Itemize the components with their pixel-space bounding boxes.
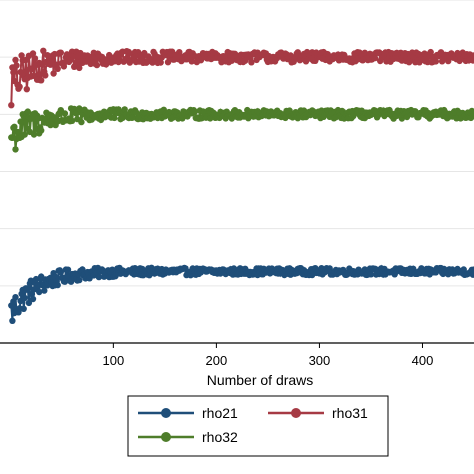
- series-layer: [8, 47, 474, 324]
- data-point-rho31: [242, 57, 249, 64]
- data-point-rho21: [470, 266, 474, 273]
- data-point-rho31: [432, 58, 440, 65]
- data-point-rho32: [17, 118, 24, 125]
- data-point-rho21: [41, 287, 48, 294]
- series-rho21: [8, 264, 474, 324]
- data-point-rho32: [403, 113, 411, 121]
- legend-item-rho32: rho32: [138, 429, 238, 445]
- data-point-rho31: [38, 77, 45, 84]
- legend-box: [127, 395, 389, 457]
- data-point-rho21: [12, 294, 19, 301]
- data-point-rho32: [282, 114, 289, 122]
- data-point-rho31: [470, 52, 474, 59]
- data-point-rho31: [50, 70, 57, 77]
- data-point-rho32: [30, 131, 38, 138]
- data-point-rho31: [57, 49, 64, 56]
- data-point-rho31: [8, 102, 15, 109]
- data-point-rho21: [95, 273, 103, 281]
- legend-label: rho21: [202, 405, 238, 421]
- data-point-rho31: [76, 64, 83, 72]
- legend-label: rho31: [332, 405, 368, 421]
- data-point-rho21: [25, 299, 33, 307]
- data-point-rho21: [36, 288, 43, 296]
- data-point-rho31: [13, 62, 20, 69]
- legend-swatch-marker: [161, 408, 171, 418]
- data-point-rho21: [76, 276, 83, 284]
- legend-swatch-marker: [161, 432, 171, 442]
- data-point-rho21: [367, 271, 375, 278]
- data-point-rho31: [29, 50, 37, 57]
- data-point-rho21: [64, 266, 72, 273]
- data-point-rho31: [188, 58, 195, 65]
- data-point-rho32: [14, 128, 21, 136]
- data-point-rho21: [469, 271, 474, 278]
- data-point-rho32: [61, 110, 69, 117]
- data-point-rho31: [371, 54, 379, 62]
- data-point-rho21: [54, 281, 61, 289]
- data-point-rho32: [38, 127, 45, 134]
- data-point-rho31: [469, 57, 474, 64]
- data-point-rho32: [24, 108, 31, 115]
- data-point-rho31: [157, 59, 164, 66]
- data-point-rho31: [16, 83, 23, 90]
- data-point-rho31: [12, 56, 19, 64]
- data-point-rho31: [70, 53, 77, 60]
- data-point-rho21: [57, 269, 64, 276]
- data-point-rho21: [29, 295, 37, 303]
- data-point-rho31: [54, 65, 61, 73]
- legend-swatch-marker: [291, 408, 301, 418]
- data-point-rho32: [111, 114, 118, 122]
- data-point-rho31: [93, 61, 101, 69]
- x-axis-title: Number of draws: [207, 372, 314, 388]
- data-point-rho31: [42, 72, 49, 79]
- legend: rho21 rho31 rho32: [138, 405, 368, 445]
- data-point-rho32: [68, 117, 76, 125]
- data-point-rho21: [79, 266, 86, 273]
- x-tick-label: 300: [309, 353, 331, 368]
- data-point-rho31: [164, 59, 172, 66]
- data-point-rho21: [24, 285, 31, 292]
- data-point-rho32: [12, 146, 19, 153]
- data-point-rho31: [28, 65, 36, 73]
- data-point-rho21: [21, 294, 28, 302]
- data-point-rho21: [20, 305, 27, 312]
- data-point-rho32: [121, 106, 128, 113]
- data-point-rho21: [9, 317, 16, 324]
- x-axis-ticks: 100 200 300 400: [102, 343, 433, 368]
- data-point-rho32: [78, 118, 85, 126]
- data-point-rho31: [40, 47, 47, 54]
- series-rho31: [8, 47, 474, 109]
- series-rho32: [8, 105, 474, 153]
- data-point-rho32: [21, 131, 28, 138]
- x-tick-label: 200: [206, 353, 228, 368]
- data-point-rho31: [248, 59, 255, 66]
- x-tick-label: 100: [102, 353, 124, 368]
- data-point-rho32: [11, 123, 18, 130]
- x-tick-label: 400: [412, 353, 434, 368]
- data-point-rho31: [23, 86, 30, 93]
- data-point-rho31: [31, 55, 39, 62]
- data-point-rho31: [10, 69, 17, 76]
- data-point-rho31: [18, 52, 25, 59]
- legend-label: rho32: [202, 429, 238, 445]
- legend-item-rho31: rho31: [268, 405, 368, 421]
- data-point-rho31: [44, 52, 51, 59]
- data-point-rho32: [191, 108, 198, 115]
- data-point-rho31: [361, 49, 368, 56]
- data-point-rho32: [470, 110, 474, 118]
- legend-item-rho21: rho21: [138, 405, 238, 421]
